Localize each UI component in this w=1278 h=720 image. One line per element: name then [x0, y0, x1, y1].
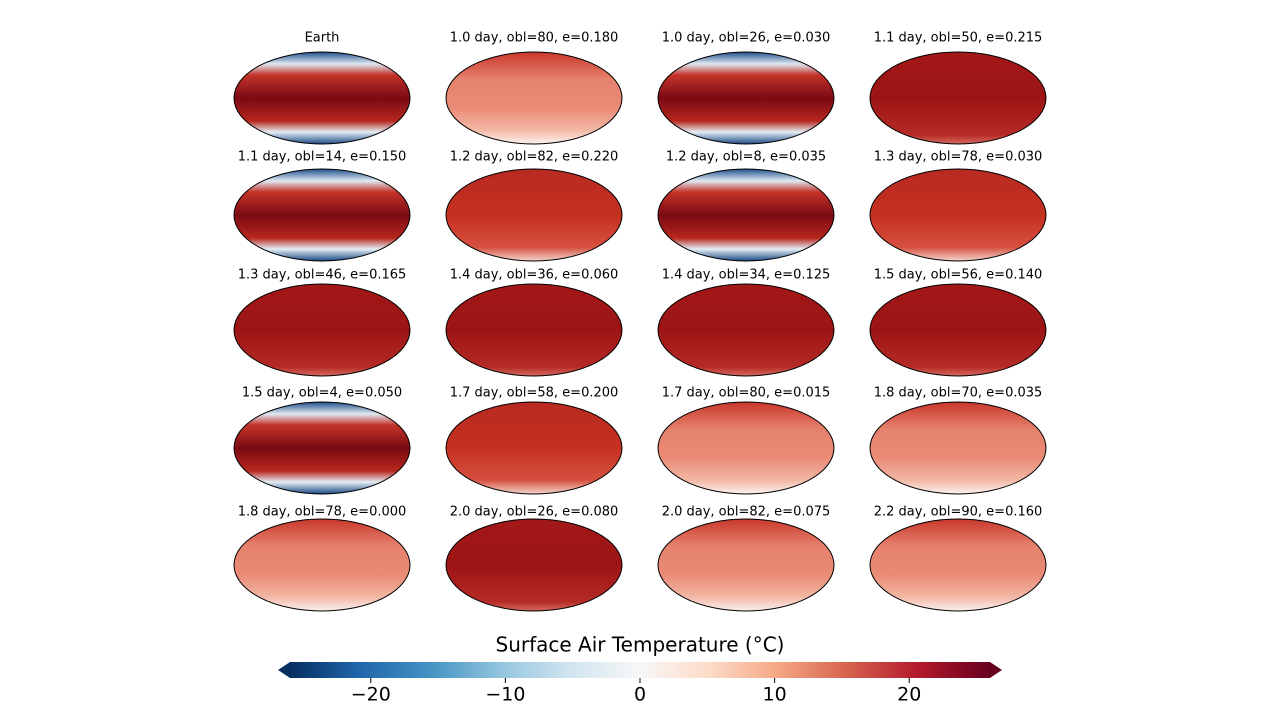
- map: [233, 401, 411, 495]
- panel-title: 1.1 day, obl=14, e=0.150: [238, 150, 407, 165]
- map: [233, 51, 411, 145]
- map: [445, 168, 623, 262]
- panel-title: 1.5 day, obl=4, e=0.050: [242, 386, 402, 401]
- map: [445, 518, 623, 612]
- panel-title: 1.2 day, obl=8, e=0.035: [666, 150, 826, 165]
- colorbar-min-extension: [278, 662, 290, 678]
- map: [445, 283, 623, 377]
- panel-title: 2.0 day, obl=26, e=0.080: [450, 505, 619, 520]
- map: [233, 518, 411, 612]
- map: [657, 401, 835, 495]
- colorbar-tick-label: 10: [763, 684, 787, 706]
- colorbar-tick-label: 20: [897, 684, 921, 706]
- panel-title: 1.4 day, obl=36, e=0.060: [450, 268, 619, 283]
- colorbar-tick-label: 0: [634, 684, 646, 706]
- panel-title: 1.0 day, obl=26, e=0.030: [662, 31, 831, 46]
- colorbar-label: Surface Air Temperature (°C): [496, 633, 785, 657]
- colorbar-tick-label: −20: [351, 684, 391, 706]
- map: [233, 283, 411, 377]
- panel-title: 1.2 day, obl=82, e=0.220: [450, 150, 619, 165]
- colorbar: [290, 662, 990, 678]
- map: [869, 283, 1047, 377]
- panel-title: 1.8 day, obl=78, e=0.000: [238, 505, 407, 520]
- map: [657, 168, 835, 262]
- colorbar-tick-label: −10: [485, 684, 525, 706]
- colorbar-max-extension: [990, 662, 1002, 678]
- panel-title: Earth: [305, 31, 340, 46]
- map: [233, 168, 411, 262]
- map: [657, 283, 835, 377]
- panel-title: 1.7 day, obl=80, e=0.015: [662, 386, 831, 401]
- panel-title: 2.2 day, obl=90, e=0.160: [874, 505, 1043, 520]
- map: [869, 168, 1047, 262]
- map: [869, 518, 1047, 612]
- panel-title: 1.7 day, obl=58, e=0.200: [450, 386, 619, 401]
- map: [445, 51, 623, 145]
- panel-title: 1.8 day, obl=70, e=0.035: [874, 386, 1043, 401]
- panel-title: 1.3 day, obl=78, e=0.030: [874, 150, 1043, 165]
- panel-title: 2.0 day, obl=82, e=0.075: [662, 505, 831, 520]
- map: [869, 401, 1047, 495]
- map: [657, 518, 835, 612]
- map: [869, 51, 1047, 145]
- panel-title: 1.3 day, obl=46, e=0.165: [238, 268, 407, 283]
- panel-title: 1.5 day, obl=56, e=0.140: [874, 268, 1043, 283]
- panel-title: 1.1 day, obl=50, e=0.215: [874, 31, 1043, 46]
- map: [657, 51, 835, 145]
- panel-title: 1.0 day, obl=80, e=0.180: [450, 31, 619, 46]
- panel-title: 1.4 day, obl=34, e=0.125: [662, 268, 831, 283]
- map: [445, 401, 623, 495]
